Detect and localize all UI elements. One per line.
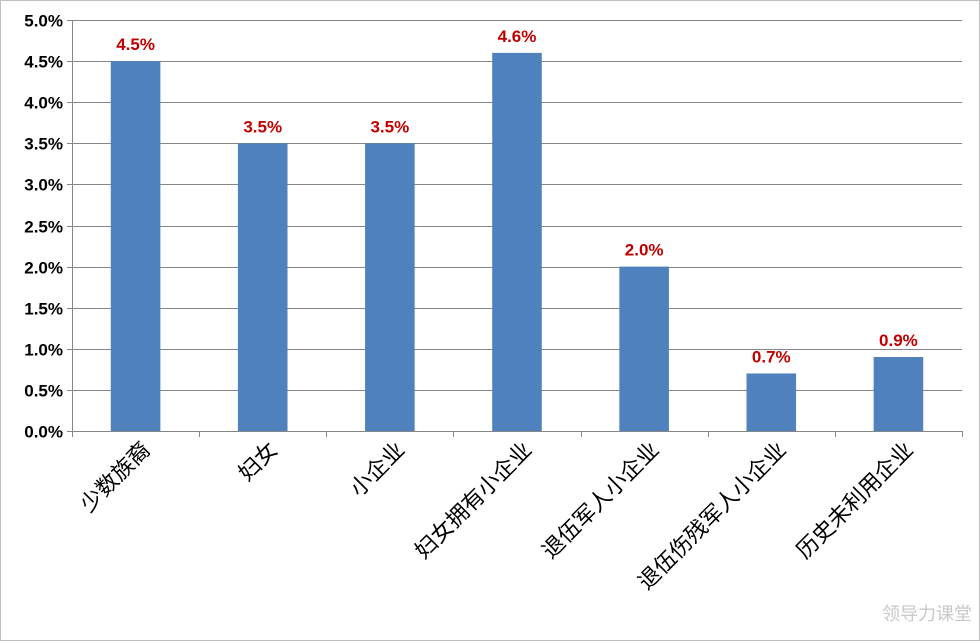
data-label: 0.9% — [879, 331, 918, 350]
y-tick-label: 0.5% — [24, 382, 63, 401]
y-tick-label: 1.5% — [24, 300, 63, 319]
x-tick-label: 妇女 — [234, 438, 283, 487]
data-label: 0.7% — [752, 347, 791, 366]
y-tick-label: 4.5% — [24, 53, 63, 72]
data-labels: 4.5% 3.5% 3.5% 4.6% 2.0% 0.7% 0.9% — [116, 27, 918, 367]
bars — [110, 52, 924, 432]
bar — [619, 266, 669, 431]
y-tick-label: 3.5% — [24, 135, 63, 154]
data-label: 4.6% — [498, 27, 537, 46]
bar — [873, 357, 924, 431]
y-tick-label: 4.0% — [24, 94, 63, 113]
bar — [237, 143, 288, 432]
watermark-text: 领导力课堂 — [882, 604, 972, 625]
data-label: 2.0% — [625, 241, 664, 260]
bar — [110, 61, 161, 431]
y-tick-label: 2.5% — [24, 218, 63, 237]
bar — [492, 52, 542, 431]
bar — [746, 373, 797, 431]
data-label: 4.5% — [116, 35, 155, 54]
y-tick-label: 1.0% — [24, 341, 63, 360]
axes — [67, 20, 963, 437]
x-tick-label: 妇女拥有小企业 — [411, 438, 538, 565]
y-axis-tick-labels: 0.0% 0.5% 1.0% 1.5% 2.0% 2.5% 3.0% 3.5% 4.0% 4.5%… — [24, 12, 63, 442]
data-label: 3.5% — [370, 117, 409, 136]
y-tick-label: 3.0% — [24, 176, 63, 195]
x-tick-label: 少数族裔 — [76, 438, 156, 518]
x-tick-label: 退伍军人小企业 — [538, 438, 665, 565]
bar — [365, 143, 415, 432]
y-tick-label: 0.0% — [24, 423, 63, 442]
data-label: 3.5% — [243, 117, 282, 136]
x-tick-label: 历史未利用企业 — [792, 438, 919, 565]
x-tick-label: 小企业 — [346, 438, 410, 502]
y-tick-label: 2.0% — [24, 259, 63, 278]
y-tick-label: 5.0% — [24, 12, 63, 31]
